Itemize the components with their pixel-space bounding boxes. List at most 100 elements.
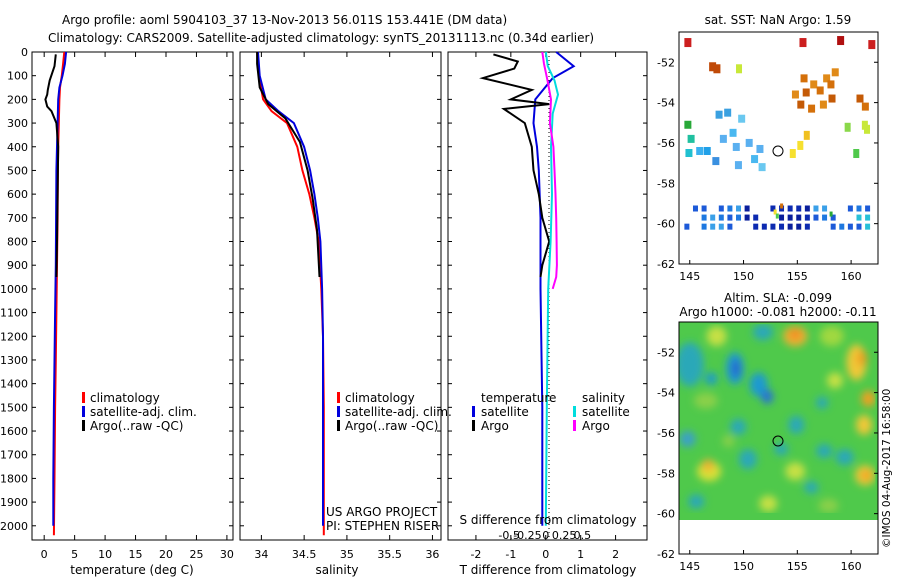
sla-anomaly [816, 444, 833, 459]
y-tick-label: 600 [7, 188, 28, 201]
y-tick-label: 0 [21, 46, 28, 59]
sla-anomaly [732, 359, 741, 378]
sst-cell [734, 161, 742, 170]
sst-cell [796, 223, 802, 230]
sst-cell [839, 223, 845, 230]
sst-cell [770, 205, 776, 212]
sst-map-panel: sat. SST: NaN Argo: 1.59 -52 -54 -56 -58 -60… [657, 13, 879, 283]
x-tick-label: 2 [612, 548, 619, 561]
sla-map-y-axis: -52 -54 -56 -58 -60 -62 [657, 346, 878, 561]
sst-cell [803, 130, 810, 140]
y-tick-label: 700 [7, 212, 28, 225]
legend-label-climatology: climatology [345, 391, 415, 405]
salinity-x-axis: 34 34.5 35 35.5 36 [254, 52, 439, 561]
differences-x-axis: -2 -1 0 1 2 -0.5-0.25 0 0.250.5 [470, 52, 619, 561]
sst-cell [828, 94, 836, 103]
x-tick-label: 34 [254, 548, 268, 561]
sst-map-title: sat. SST: NaN Argo: 1.59 [705, 13, 852, 27]
x-tick-label: 0 [41, 548, 48, 561]
sst-cell [684, 120, 692, 129]
y-tick-label: 1500 [0, 401, 28, 414]
sst-cell [696, 146, 704, 155]
legend-label-argo: Argo(..raw -QC) [345, 419, 438, 433]
sst-cell [791, 90, 799, 99]
s-difference-tick-label: 0.5 [574, 529, 592, 542]
map-y-tick-label: -60 [657, 508, 675, 521]
legend-label-argo: Argo(..raw -QC) [90, 419, 183, 433]
sst-cell [797, 140, 804, 150]
x-tick-label: 20 [159, 548, 173, 561]
y-tick-label: 500 [7, 164, 28, 177]
sst-cell [727, 223, 733, 230]
sla-anomaly [752, 324, 773, 341]
sst-cell [810, 80, 818, 89]
sst-cell [837, 36, 845, 46]
sst-cell [868, 40, 876, 50]
temperature-legend: climatology satellite-adj. clim. Argo(..… [82, 391, 197, 433]
sst-cell [787, 205, 793, 212]
sst-cell [865, 205, 871, 212]
sst-cell [718, 214, 724, 221]
x-tick-label: 0 [542, 548, 549, 561]
sst-cell [685, 149, 693, 158]
differences-plot-frame [447, 51, 648, 541]
sla-anomaly [816, 396, 829, 409]
sst-cell [853, 149, 860, 159]
sst-cell [738, 114, 746, 123]
sst-cell [831, 68, 839, 77]
legend-label-t-argo: Argo [481, 419, 509, 433]
y-tick-label: 1800 [0, 472, 28, 485]
legend-label-climatology: climatology [90, 391, 160, 405]
sst-cell [684, 38, 692, 48]
sst-cell [751, 155, 759, 164]
sst-cell [715, 110, 723, 119]
sst-cell [701, 223, 707, 230]
sst-cell [701, 205, 707, 212]
sst-cell [718, 205, 724, 212]
legend-swatch-argo [337, 420, 340, 431]
map-y-tick-label: -58 [657, 467, 675, 480]
sst-cell [710, 214, 716, 221]
x-tick-label: 25 [189, 548, 203, 561]
temperature-y-axis: 0 100 200 300 400 500 600 700 800 900 1000 1100 1200… [0, 46, 233, 533]
x-tick-label: -2 [470, 548, 481, 561]
sla-anomaly [693, 392, 718, 409]
legend-title-salinity: salinity [582, 391, 625, 405]
sst-cell [713, 64, 721, 74]
sla-anomaly [738, 449, 757, 470]
imos-timestamp-credit: ©IMOS 04-Aug-2017 16:58:00 [881, 389, 893, 548]
map-y-tick-label: -56 [657, 137, 675, 150]
sst-cell [822, 205, 828, 212]
sst-cell [865, 214, 871, 221]
x-tick-label: 1 [577, 548, 584, 561]
sst-cell [787, 214, 793, 221]
sst-cell [847, 223, 853, 230]
legend-swatch-satellite [82, 406, 85, 417]
sst-cell [758, 163, 766, 172]
sst-cell [684, 223, 690, 230]
legend-swatch-t-satellite [472, 406, 475, 417]
differences-series [479, 51, 576, 526]
sst-cell [799, 38, 807, 48]
x-tick-label: 5 [71, 548, 78, 561]
map-y-tick-label: -62 [657, 548, 675, 561]
sst-cell [800, 74, 808, 83]
sla-field-anomalies [679, 324, 876, 513]
series-line-satellite [532, 51, 576, 526]
sst-cell [736, 214, 742, 221]
x-tick-label: 10 [98, 548, 112, 561]
legend-swatch-satellite [337, 406, 340, 417]
sla-anomaly [761, 389, 774, 404]
legend-label-satellite: satellite-adj. clim. [345, 405, 452, 419]
salinity-xlabel: salinity [315, 563, 358, 577]
series-line-argo [479, 53, 551, 278]
map-x-tick-label: 160 [841, 560, 862, 573]
legend-swatch-s-satellite [573, 406, 576, 417]
series-line-satellite-adj-clim- [257, 51, 324, 526]
x-tick-label: 15 [129, 548, 143, 561]
salinity-panel: 34 34.5 35 35.5 36 salinity climatology sate… [239, 51, 452, 577]
sst-cell [856, 214, 862, 221]
series-line-climatology [256, 51, 325, 536]
sst-cell [830, 214, 836, 221]
